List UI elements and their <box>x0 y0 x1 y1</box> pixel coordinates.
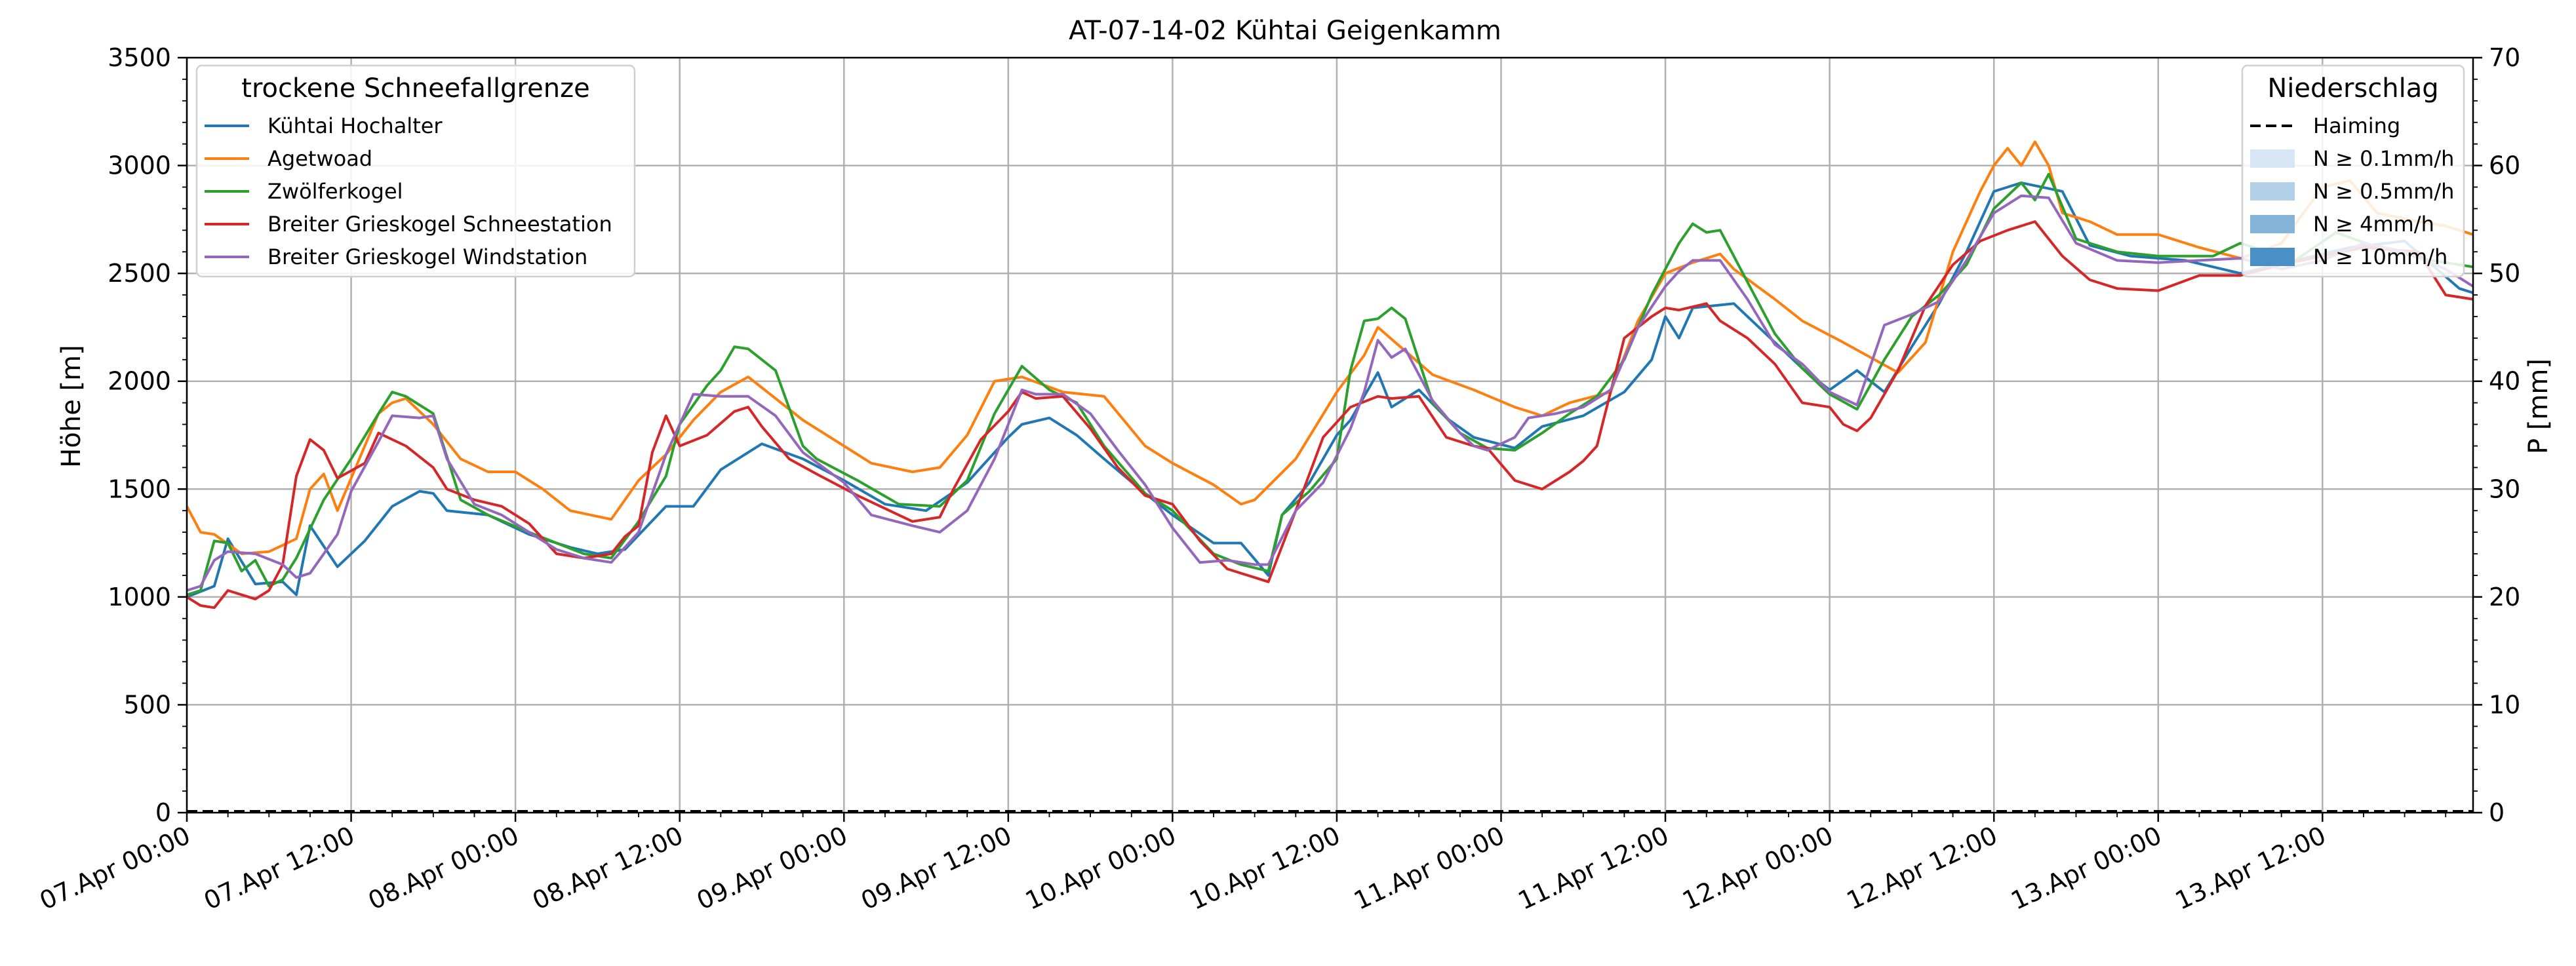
series-line-3 <box>186 172 2474 596</box>
legend-label: Breiter Grieskogel Windstation <box>268 244 587 269</box>
legend-swatch <box>2250 149 2295 168</box>
legend-snowline: trockene Schneefallgrenze Kühtai Hochalte… <box>195 64 636 278</box>
legend-title: trockene Schneefallgrenze <box>241 73 589 104</box>
legend-label: Zwölferkogel <box>268 179 403 204</box>
plot-frame <box>186 56 2474 814</box>
y2-tick-label: 40 <box>2489 367 2520 396</box>
y-tick-label: 3000 <box>108 151 171 180</box>
y2-tick-label: 60 <box>2489 151 2520 180</box>
y-tick-label: 500 <box>123 690 171 719</box>
y-tick-label: 1500 <box>108 474 171 503</box>
series-line-5 <box>186 194 2474 592</box>
y-tick-label: 2500 <box>108 259 171 288</box>
series-line-4 <box>186 220 2474 609</box>
y2-tick-label: 50 <box>2489 259 2520 288</box>
y2-tick-label: 30 <box>2489 474 2520 503</box>
y2-axis-label: P [mm] <box>2524 358 2554 454</box>
legend-label: N ≥ 4mm/h <box>2313 212 2434 237</box>
legend-swatch <box>2250 182 2295 201</box>
y2-tick-label: 70 <box>2489 43 2520 72</box>
series-line-2 <box>186 140 2474 555</box>
legend-label: Haiming <box>2313 113 2400 138</box>
legend-label: N ≥ 10mm/h <box>2313 244 2447 269</box>
legend-label: Agetwoad <box>268 146 372 171</box>
legend-label: Kühtai Hochalter <box>268 113 443 138</box>
y-tick-label: 2000 <box>108 367 171 396</box>
y-tick-label: 3500 <box>108 43 171 72</box>
series-layer <box>186 140 2474 609</box>
legend-label: Breiter Grieskogel Schneestation <box>268 212 612 237</box>
y2-tick-label: 10 <box>2489 690 2520 719</box>
legend-label: N ≥ 0.5mm/h <box>2313 179 2454 204</box>
y-tick-label: 1000 <box>108 583 171 611</box>
legend-precip: Niederschlag Haiming N ≥ 0.1mm/h N ≥ 0.5mm/… <box>2241 64 2465 278</box>
y-tick-label: 0 <box>155 798 171 827</box>
chart-title: AT-07-14-02 Kühtai Geigenkamm <box>1069 16 1501 46</box>
y2-tick-label: 0 <box>2489 798 2505 827</box>
y-axis-label: Höhe [m] <box>56 345 87 467</box>
legend-title: Niederschlag <box>2267 73 2438 104</box>
legend-box <box>195 64 636 278</box>
legend-swatch <box>2250 248 2295 266</box>
legend-label: N ≥ 0.1mm/h <box>2313 146 2454 171</box>
legend-box <box>2241 64 2465 278</box>
legend-swatch <box>2250 215 2295 233</box>
y2-tick-label: 20 <box>2489 583 2520 611</box>
